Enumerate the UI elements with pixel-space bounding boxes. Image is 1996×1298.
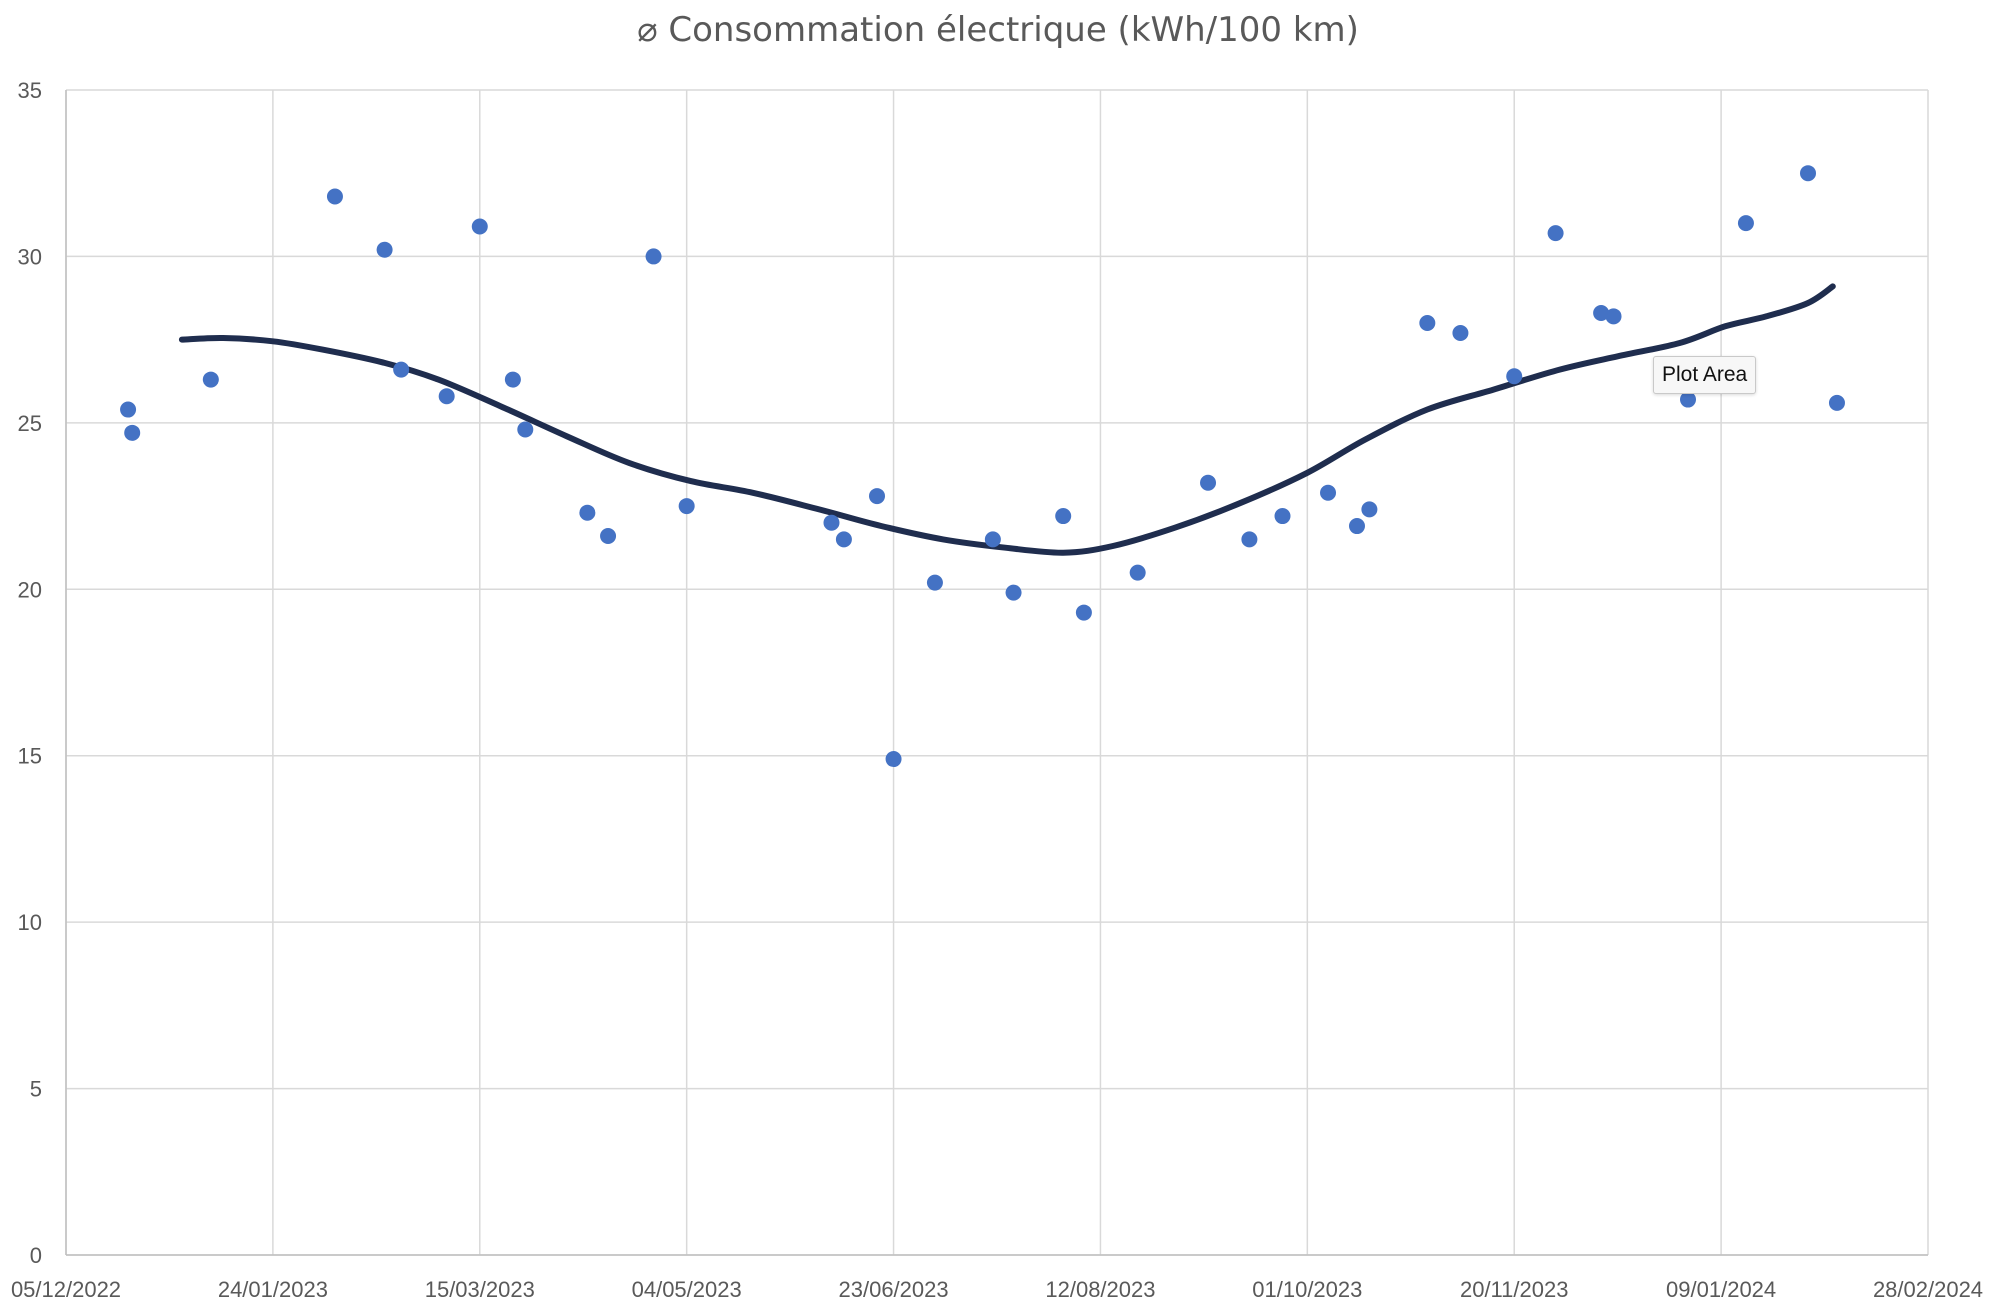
plot-area-tooltip: Plot Area <box>1653 356 1757 394</box>
data-point[interactable] <box>1680 391 1697 408</box>
data-point[interactable] <box>517 421 534 438</box>
y-tick-label: 30 <box>18 244 42 269</box>
y-tick-label: 0 <box>30 1243 42 1268</box>
data-point[interactable] <box>1506 368 1523 385</box>
data-point[interactable] <box>579 504 596 521</box>
data-point[interactable] <box>1605 308 1622 325</box>
data-point[interactable] <box>1274 508 1291 525</box>
data-point[interactable] <box>984 531 1001 548</box>
data-point[interactable] <box>1129 564 1146 581</box>
data-point[interactable] <box>1547 225 1564 242</box>
x-tick-label: 24/01/2023 <box>218 1277 328 1298</box>
y-tick-label: 10 <box>18 910 42 935</box>
data-point[interactable] <box>1075 604 1092 621</box>
data-point[interactable] <box>1241 531 1258 548</box>
data-point[interactable] <box>645 248 662 265</box>
data-point[interactable] <box>471 218 488 235</box>
x-tick-label: 04/05/2023 <box>632 1277 742 1298</box>
data-point[interactable] <box>926 574 943 591</box>
x-tick-label: 05/12/2022 <box>11 1277 121 1298</box>
data-point[interactable] <box>1800 165 1817 182</box>
data-point[interactable] <box>1055 508 1072 525</box>
data-point[interactable] <box>885 751 902 768</box>
data-point[interactable] <box>1419 315 1436 331</box>
scatter-series <box>120 165 1845 768</box>
data-point[interactable] <box>835 531 852 548</box>
y-tick-label: 5 <box>30 1077 42 1102</box>
data-point[interactable] <box>326 188 343 205</box>
data-point[interactable] <box>823 514 840 531</box>
data-point[interactable] <box>1320 484 1337 501</box>
trend-series <box>178 283 1836 556</box>
data-point[interactable] <box>438 388 455 405</box>
data-point[interactable] <box>393 361 410 378</box>
y-tick-label: 35 <box>18 78 42 103</box>
data-point[interactable] <box>678 498 695 515</box>
y-tick-label: 15 <box>18 744 42 769</box>
gridlines <box>65 89 1929 1256</box>
data-point[interactable] <box>202 371 219 388</box>
data-point[interactable] <box>1361 501 1378 518</box>
data-point[interactable] <box>1005 584 1022 601</box>
chart-title: ⌀ Consommation électrique (kWh/100 km) <box>637 10 1359 50</box>
data-point[interactable] <box>504 371 521 388</box>
x-tick-label: 28/02/2024 <box>1873 1277 1983 1298</box>
x-tick-label: 01/10/2023 <box>1252 1277 1362 1298</box>
data-point[interactable] <box>120 401 137 418</box>
data-point[interactable] <box>1200 474 1217 491</box>
y-tick-label: 25 <box>18 411 42 436</box>
data-point[interactable] <box>1828 394 1845 411</box>
y-tick-label: 20 <box>18 577 42 602</box>
data-point[interactable] <box>1452 324 1469 341</box>
trend-line <box>178 283 1836 556</box>
axes: 0 5 10 15 20 25 30 35 05/12/2022 24/01/2023 15/03/… <box>11 78 1983 1298</box>
data-point[interactable] <box>1348 518 1365 535</box>
data-point[interactable] <box>1593 305 1610 322</box>
data-point[interactable] <box>1737 215 1754 232</box>
data-point[interactable] <box>124 424 141 441</box>
x-tick-label: 23/06/2023 <box>839 1277 949 1298</box>
data-point[interactable] <box>600 528 617 545</box>
x-tick-label: 09/01/2024 <box>1666 1277 1776 1298</box>
data-point[interactable] <box>869 488 886 505</box>
data-point[interactable] <box>376 241 393 258</box>
x-tick-label: 15/03/2023 <box>425 1277 535 1298</box>
x-tick-label: 20/11/2023 <box>1460 1277 1568 1298</box>
x-tick-label: 12/08/2023 <box>1045 1277 1155 1298</box>
